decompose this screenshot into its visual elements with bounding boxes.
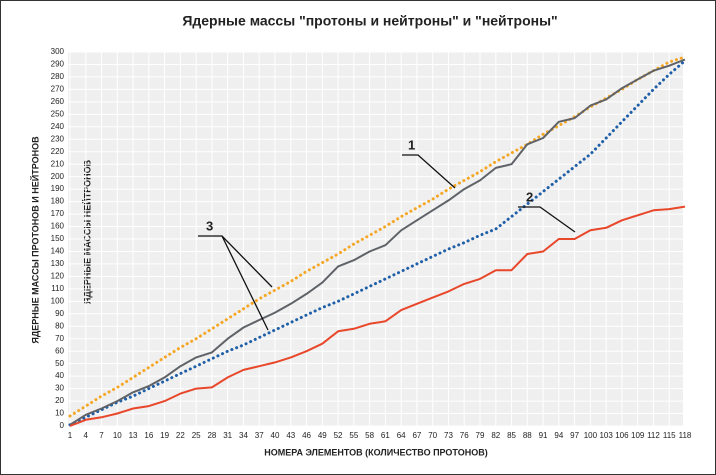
x-tick-label: 58	[365, 431, 374, 440]
y-tick-label: 250	[51, 109, 65, 118]
x-tick-label: 70	[428, 431, 437, 440]
y-axis-label-inner: ЯДЕРНЫЕ МАССЫ НЕЙТРОНОВ	[81, 159, 92, 304]
x-tick-label: 106	[615, 431, 629, 440]
annotation: 3	[206, 218, 213, 233]
x-tick-label: 31	[223, 431, 232, 440]
x-tick-label: 100	[584, 431, 598, 440]
chart-title: Ядерные массы "протоны и нейтроны" и "не…	[182, 13, 557, 29]
series-group	[68, 55, 687, 427]
y-tick-label: 280	[51, 72, 65, 81]
x-tick-label: 7	[99, 431, 104, 440]
y-tick-label: 230	[51, 134, 65, 143]
x-tick-label: 103	[599, 431, 613, 440]
y-tick-label: 290	[51, 60, 65, 69]
x-tick-label: 118	[679, 431, 692, 440]
y-tick-label: 110	[51, 284, 64, 293]
y-tick-label: 130	[51, 259, 65, 268]
x-tick-label: 40	[271, 431, 280, 440]
x-tick-label: 76	[460, 431, 469, 440]
annotation: 1	[408, 137, 415, 152]
y-tick-label: 200	[51, 172, 65, 181]
y-tick-label: 20	[55, 396, 64, 405]
y-tick-label: 210	[51, 159, 65, 168]
annotation: 2	[526, 189, 533, 204]
y-tick-label: 90	[55, 309, 64, 318]
x-tick-label: 49	[318, 431, 327, 440]
series-line	[69, 205, 686, 427]
x-tick-label: 64	[397, 431, 406, 440]
x-tick-label: 22	[176, 431, 185, 440]
x-tick-label: 37	[255, 431, 264, 440]
y-tick-label: 170	[51, 209, 65, 218]
x-tick-label: 16	[144, 431, 153, 440]
y-tick-label: 100	[51, 296, 65, 305]
y-tick-label: 160	[51, 222, 65, 231]
x-tick-label: 1	[68, 431, 73, 440]
x-tick-label: 94	[554, 431, 563, 440]
x-tick-label: 19	[160, 431, 169, 440]
x-tick-label: 61	[381, 431, 390, 440]
x-tick-label: 28	[207, 431, 216, 440]
y-tick-label: 300	[51, 47, 65, 56]
x-tick-label: 115	[663, 431, 676, 440]
x-tick-label: 82	[491, 431, 500, 440]
x-tick-label: 46	[302, 431, 311, 440]
x-tick-label: 4	[84, 431, 89, 440]
x-tick-label: 73	[444, 431, 453, 440]
x-tick-label: 13	[129, 431, 138, 440]
x-tick-label: 52	[334, 431, 343, 440]
annotation-leader	[518, 206, 576, 233]
y-tick-label: 190	[51, 184, 65, 193]
x-tick-label: 79	[476, 431, 485, 440]
x-tick-label: 25	[192, 431, 201, 440]
y-tick-label: 40	[55, 371, 64, 380]
y-tick-label: 30	[55, 384, 64, 393]
y-tick-label: 140	[51, 247, 65, 256]
y-tick-label: 120	[51, 272, 65, 281]
x-axis-label: НОМЕРА ЭЛЕМЕНТОВ (КОЛИЧЕСТВО ПРОТОНОВ)	[264, 447, 487, 457]
x-tick-label: 55	[349, 431, 358, 440]
y-tick-label: 180	[51, 197, 65, 206]
x-tick-label: 67	[412, 431, 421, 440]
series-line	[68, 59, 687, 427]
y-tick-label: 260	[51, 97, 65, 106]
y-tick-label: 270	[51, 85, 65, 94]
y-tick-label: 150	[51, 234, 65, 243]
x-tick-label: 91	[539, 431, 548, 440]
series-line	[69, 58, 686, 426]
x-tick-label: 43	[286, 431, 295, 440]
annotation-leader	[221, 235, 269, 331]
y-tick-label: 0	[60, 421, 65, 430]
x-tick-label: 88	[523, 431, 532, 440]
annotation-leader	[402, 154, 456, 189]
y-tick-label: 70	[55, 334, 64, 343]
x-tick-label: 34	[239, 431, 248, 440]
x-tick-label: 109	[631, 431, 645, 440]
y-tick-label: 60	[55, 346, 64, 355]
y-tick-label: 220	[51, 147, 65, 156]
x-tick-label: 112	[647, 431, 660, 440]
y-tick-label: 10	[55, 409, 64, 418]
y-tick-label: 80	[55, 321, 64, 330]
y-tick-label: 50	[55, 359, 64, 368]
y-tick-label: 240	[51, 122, 65, 131]
x-tick-label: 85	[507, 431, 516, 440]
y-axis-label: ЯДЕРНЫЕ МАССЫ ПРОТОНОВ И НЕЙТРОНОВ	[29, 136, 40, 344]
x-tick-label: 97	[570, 431, 579, 440]
grid	[68, 51, 686, 427]
x-tick-label: 10	[113, 431, 122, 440]
